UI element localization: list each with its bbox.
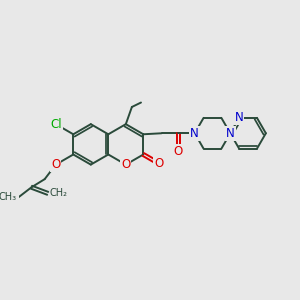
Text: O: O [173,145,183,158]
Text: N: N [226,127,235,140]
Text: CH₂: CH₂ [49,188,67,198]
Text: Cl: Cl [51,118,62,131]
Text: N: N [190,127,199,140]
Text: N: N [235,111,244,124]
Text: O: O [154,157,164,170]
Text: O: O [121,158,130,171]
Text: CH₃: CH₃ [0,192,17,203]
Text: O: O [51,158,60,171]
